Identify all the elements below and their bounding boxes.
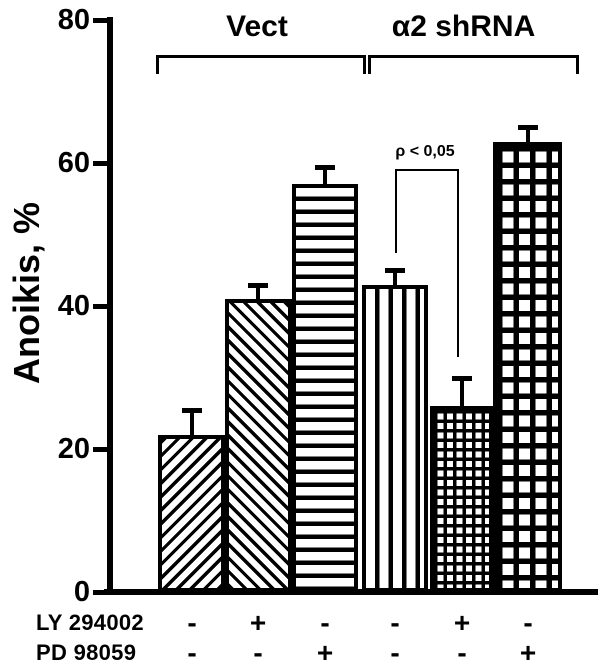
x-axis-line — [104, 589, 598, 595]
treatment-sign: - — [253, 637, 263, 668]
treatment-sign: - — [390, 607, 400, 638]
error-bar-stem — [526, 127, 530, 142]
bar — [158, 435, 225, 592]
bar — [362, 285, 428, 592]
treatment-sign: - — [187, 607, 197, 638]
treatment-sign: - — [390, 637, 400, 668]
group-label-a2-shrna: α2 shRNA — [391, 10, 536, 43]
bar — [225, 299, 292, 592]
y-tick — [93, 18, 110, 23]
bar — [493, 142, 562, 592]
y-tick — [93, 590, 110, 595]
error-bar-stem — [256, 285, 260, 299]
y-tick — [93, 304, 110, 309]
group-bracket-a2-shrna — [368, 55, 579, 74]
y-tick-label: 40 — [57, 290, 90, 322]
treatment-sign: + — [453, 607, 471, 638]
y-tick-label: 80 — [57, 4, 90, 36]
treatment-sign: - — [187, 637, 197, 668]
error-bar-stem — [393, 270, 397, 285]
significance-label: ρ < 0,05 — [395, 143, 455, 160]
y-axis-line — [107, 17, 113, 595]
y-tick — [93, 447, 110, 452]
significance-bracket-top — [395, 169, 459, 171]
treatment-sign: + — [249, 607, 267, 638]
error-bar-stem — [190, 410, 194, 435]
y-tick-label: 0 — [73, 576, 90, 608]
group-label-vect: Vect — [226, 10, 288, 43]
treatment-label-ly-294002: LY 294002 — [36, 610, 144, 635]
bar — [292, 184, 358, 592]
significance-bracket-right-leg — [457, 169, 459, 357]
significance-bracket-left-leg — [395, 169, 397, 253]
treatment-sign: + — [316, 637, 334, 668]
y-tick-label: 60 — [57, 147, 90, 179]
treatment-sign: - — [457, 637, 467, 668]
treatment-sign: - — [523, 607, 533, 638]
group-bracket-vect — [156, 55, 366, 74]
treatment-label-pd-98059: PD 98059 — [36, 640, 137, 665]
bar — [430, 406, 493, 592]
y-tick — [93, 161, 110, 166]
error-bar-stem — [323, 167, 327, 184]
treatment-sign: + — [519, 637, 537, 668]
y-tick-label: 20 — [57, 433, 90, 465]
error-bar-stem — [460, 378, 464, 406]
treatment-sign: - — [320, 607, 330, 638]
